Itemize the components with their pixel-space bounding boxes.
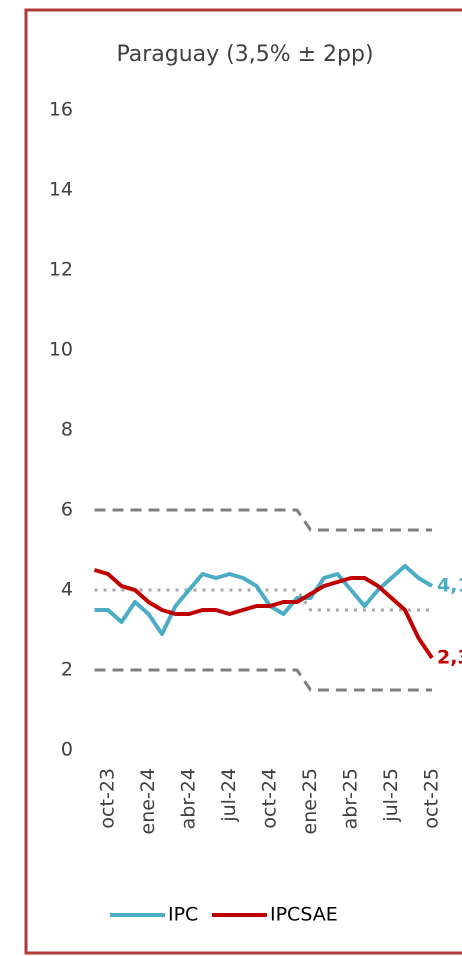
- chart-title: Paraguay (3,5% ± 2pp): [116, 42, 373, 67]
- x-tick-label: abr-24: [178, 768, 200, 829]
- x-tick-label: ene-25: [299, 768, 321, 834]
- x-tick-label: ene-24: [137, 768, 159, 834]
- y-tick-label: 6: [61, 499, 73, 521]
- x-tick-label: oct-24: [259, 768, 281, 829]
- end-label: 2,3: [437, 647, 462, 669]
- x-tick-label: abr-25: [340, 768, 362, 829]
- y-tick-label: 8: [61, 419, 73, 441]
- target-band: [94, 588, 432, 612]
- y-tick-label: 0: [61, 739, 73, 761]
- y-tick-label: 14: [49, 179, 73, 201]
- x-tick-label: jul-25: [380, 768, 402, 823]
- legend-label: IPC: [168, 904, 198, 926]
- y-tick-label: 16: [49, 99, 73, 121]
- y-tick-label: 12: [49, 259, 73, 281]
- y-tick-label: 2: [61, 659, 73, 681]
- x-tick-label: oct-25: [421, 768, 443, 829]
- y-tick-label: 10: [49, 339, 73, 361]
- frame: [24, 8, 462, 955]
- series-line: [94, 564, 434, 636]
- end-label: 4,1: [437, 575, 462, 597]
- y-tick-label: 4: [61, 579, 73, 601]
- x-tick-label: jul-24: [218, 768, 240, 823]
- target-band: [94, 508, 432, 532]
- series-line: [93, 568, 434, 660]
- legend-label: IPCSAE: [270, 904, 338, 926]
- x-tick-label: oct-23: [97, 768, 119, 829]
- target-band: [94, 668, 432, 692]
